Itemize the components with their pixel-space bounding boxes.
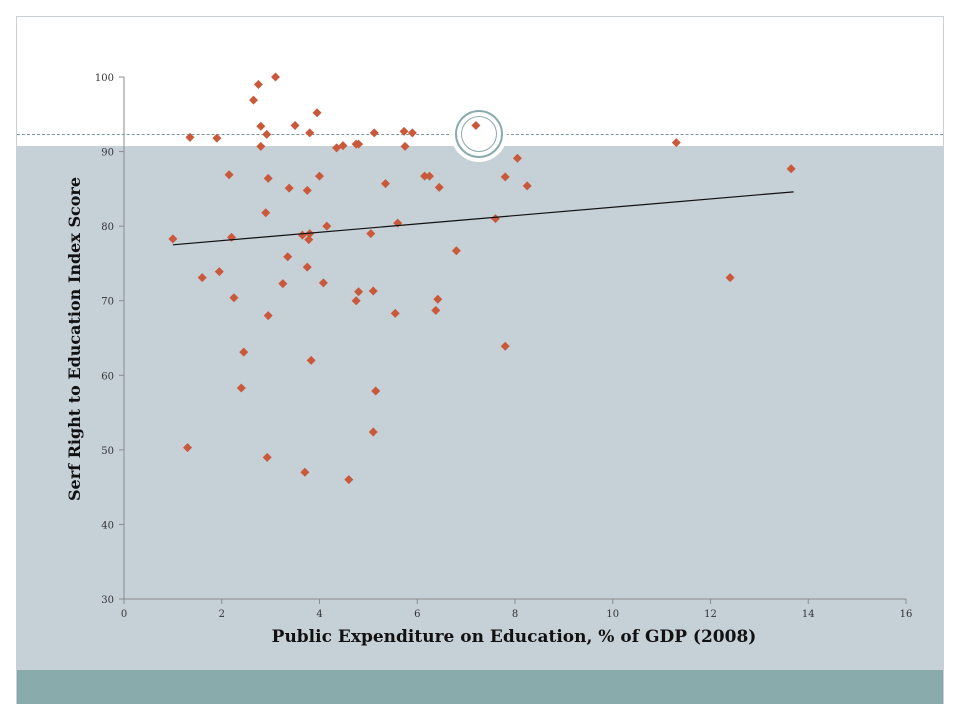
data-point	[338, 141, 348, 151]
x-axis-title: Public Expenditure on Education, % of GD…	[272, 627, 757, 647]
data-point	[368, 427, 378, 437]
y-tick-label: 60	[101, 371, 114, 382]
data-point	[312, 108, 322, 118]
data-point	[306, 355, 316, 365]
data-point	[368, 286, 378, 296]
data-point	[214, 267, 224, 277]
data-point	[185, 132, 195, 142]
data-point	[229, 293, 239, 303]
data-points	[168, 72, 796, 485]
data-point	[471, 120, 481, 130]
data-point	[290, 120, 300, 130]
data-point	[284, 183, 294, 193]
y-tick-label: 100	[95, 73, 114, 84]
data-point	[390, 308, 400, 318]
x-tick-label: 2	[219, 609, 225, 620]
x-tick-label: 10	[606, 609, 619, 620]
data-point	[512, 153, 522, 163]
data-point	[399, 126, 409, 136]
data-point	[434, 182, 444, 192]
data-point	[304, 235, 314, 245]
data-point	[224, 170, 234, 180]
data-point	[407, 128, 417, 138]
data-point	[302, 185, 312, 195]
data-point	[318, 278, 328, 288]
data-point	[786, 164, 796, 174]
data-point	[369, 128, 379, 138]
data-point	[300, 467, 310, 477]
data-point	[380, 179, 390, 189]
x-tick-label: 14	[802, 609, 815, 620]
data-point	[354, 287, 364, 297]
y-tick-label: 30	[101, 595, 114, 606]
y-tick-label: 40	[101, 520, 114, 531]
x-tick-label: 8	[512, 609, 518, 620]
data-point	[249, 95, 259, 105]
data-point	[371, 386, 381, 396]
data-point	[400, 141, 410, 151]
data-point	[344, 475, 354, 485]
data-point	[261, 208, 271, 218]
x-tick-label: 4	[316, 609, 322, 620]
data-point	[183, 443, 193, 453]
trend-line	[172, 191, 794, 246]
data-point	[500, 341, 510, 351]
data-point	[262, 452, 272, 462]
data-point	[256, 141, 266, 151]
data-point	[725, 273, 735, 283]
x-tick-label: 0	[121, 609, 127, 620]
data-point	[351, 296, 361, 306]
data-point	[236, 383, 246, 393]
trend-line-group	[172, 191, 794, 246]
content-band	[17, 146, 943, 670]
data-point	[271, 72, 281, 82]
x-tick-labels: 0 2 4 6 8 10 12 14 16	[121, 609, 913, 620]
data-point	[297, 230, 307, 240]
data-point	[366, 229, 376, 239]
data-point	[305, 128, 315, 138]
chart-axes	[119, 76, 907, 604]
data-point	[212, 133, 222, 143]
x-tick-label: 6	[414, 609, 420, 620]
data-point	[522, 181, 532, 191]
data-point	[302, 262, 312, 272]
data-point	[239, 347, 249, 357]
data-point	[322, 221, 332, 231]
footer-band	[17, 670, 943, 704]
data-point	[262, 129, 272, 139]
data-point	[315, 171, 324, 181]
data-point	[420, 171, 430, 181]
data-point	[433, 294, 443, 304]
data-point	[197, 273, 207, 283]
data-point	[253, 79, 263, 89]
data-point	[263, 311, 273, 321]
data-point	[278, 279, 288, 289]
y-axis-title: Serf Right to Education Index Score	[65, 177, 84, 501]
data-point	[500, 172, 510, 182]
data-point	[431, 305, 441, 315]
data-point	[671, 138, 681, 148]
y-tick-label: 80	[101, 222, 114, 233]
data-point	[283, 252, 293, 262]
decorative-ring-outer	[455, 110, 503, 158]
decorative-circle	[451, 106, 507, 162]
data-point	[490, 214, 500, 224]
x-tick-label: 16	[900, 609, 913, 620]
data-point	[263, 173, 273, 183]
y-tick-label: 70	[101, 297, 114, 308]
y-tick-label: 90	[101, 148, 114, 159]
x-tick-label: 12	[704, 609, 717, 620]
data-point	[424, 171, 434, 181]
decorative-ring-inner	[461, 116, 497, 152]
y-tick-label: 50	[101, 446, 114, 457]
data-point	[168, 234, 178, 244]
y-tick-labels: 30 40 50 60 70 80 90 100	[95, 73, 114, 606]
data-point	[451, 246, 461, 256]
data-point	[256, 121, 266, 131]
data-point	[354, 139, 364, 149]
